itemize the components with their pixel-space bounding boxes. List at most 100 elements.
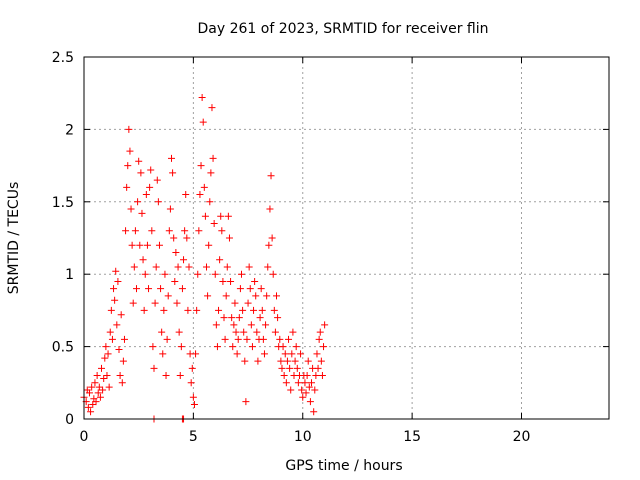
data-point bbox=[236, 285, 244, 293]
data-point bbox=[294, 379, 302, 387]
data-point bbox=[301, 379, 309, 387]
data-point bbox=[116, 372, 124, 380]
data-point bbox=[102, 343, 110, 351]
data-point bbox=[188, 364, 196, 372]
data-point bbox=[100, 374, 108, 382]
data-point bbox=[268, 234, 276, 242]
data-point bbox=[194, 270, 202, 278]
data-point bbox=[129, 299, 137, 307]
data-point bbox=[95, 383, 103, 391]
data-point bbox=[157, 285, 165, 293]
data-point bbox=[174, 263, 182, 271]
data-point bbox=[282, 379, 290, 387]
data-point bbox=[133, 285, 140, 293]
data-point bbox=[205, 241, 213, 249]
data-point bbox=[93, 372, 101, 380]
data-point bbox=[145, 285, 153, 293]
data-point bbox=[254, 357, 262, 365]
data-point bbox=[253, 328, 261, 336]
data-point bbox=[148, 227, 156, 235]
data-point bbox=[213, 343, 221, 351]
data-point bbox=[263, 292, 271, 300]
data-point bbox=[112, 267, 120, 275]
data-point bbox=[260, 350, 268, 358]
data-point bbox=[280, 372, 288, 380]
data-point bbox=[84, 403, 92, 411]
data-point bbox=[299, 393, 307, 401]
data-point bbox=[166, 205, 174, 213]
data-point bbox=[200, 183, 208, 191]
data-point bbox=[131, 227, 139, 235]
data-point bbox=[252, 292, 260, 300]
data-point bbox=[229, 343, 237, 351]
data-point bbox=[220, 314, 228, 322]
data-point bbox=[177, 343, 185, 351]
data-point bbox=[304, 357, 312, 365]
y-tick-label: 0 bbox=[65, 412, 74, 428]
data-point bbox=[287, 386, 295, 394]
data-point bbox=[135, 157, 143, 165]
data-point bbox=[289, 328, 297, 336]
data-point bbox=[224, 212, 232, 220]
data-point bbox=[241, 357, 249, 365]
data-point bbox=[259, 335, 267, 343]
y-tick-labels: 0 0.5 1 1.5 2 2.5 bbox=[52, 50, 74, 428]
grid-lines bbox=[84, 57, 609, 419]
data-point bbox=[107, 306, 115, 314]
data-point bbox=[150, 364, 158, 372]
data-point bbox=[123, 183, 131, 191]
data-point bbox=[98, 364, 105, 372]
data-point bbox=[238, 270, 245, 278]
data-point bbox=[218, 227, 226, 235]
data-point bbox=[120, 335, 128, 343]
data-point bbox=[172, 248, 180, 256]
data-point bbox=[164, 292, 172, 300]
data-point bbox=[245, 263, 253, 271]
data-point bbox=[233, 350, 241, 358]
data-point bbox=[246, 285, 254, 293]
data-point bbox=[225, 234, 233, 242]
data-point bbox=[217, 212, 225, 220]
data-point bbox=[92, 398, 100, 406]
data-point bbox=[161, 270, 169, 278]
data-point bbox=[267, 172, 275, 180]
data-point bbox=[154, 198, 162, 206]
y-tick-label: 1 bbox=[65, 267, 74, 283]
data-point bbox=[208, 104, 216, 112]
axis-ticks bbox=[83, 56, 609, 420]
y-tick-label: 2.5 bbox=[52, 50, 74, 66]
data-point bbox=[140, 306, 148, 314]
x-tick-label: 5 bbox=[189, 429, 198, 445]
x-tick-labels: 0 5 10 15 20 bbox=[80, 429, 531, 445]
data-point bbox=[313, 350, 321, 358]
data-point bbox=[114, 277, 122, 285]
data-point bbox=[192, 350, 200, 358]
data-point bbox=[163, 335, 171, 343]
data-point bbox=[187, 379, 195, 387]
data-point bbox=[137, 169, 145, 177]
data-point bbox=[96, 393, 104, 401]
data-point bbox=[197, 162, 205, 170]
data-point bbox=[159, 350, 167, 358]
data-point bbox=[247, 321, 255, 329]
data-point bbox=[302, 389, 310, 397]
data-point bbox=[248, 343, 256, 351]
data-point bbox=[180, 256, 188, 264]
data-point bbox=[286, 364, 294, 372]
data-point bbox=[160, 306, 168, 314]
data-point bbox=[142, 191, 150, 199]
data-point bbox=[170, 234, 178, 242]
data-point bbox=[88, 383, 96, 391]
data-point bbox=[149, 343, 157, 351]
data-point bbox=[99, 386, 107, 394]
data-point bbox=[108, 335, 116, 343]
data-point bbox=[119, 357, 127, 365]
data-point bbox=[234, 335, 242, 343]
data-point bbox=[184, 306, 192, 314]
data-point bbox=[320, 343, 328, 351]
data-point bbox=[278, 364, 286, 372]
data-point bbox=[165, 227, 173, 235]
x-tick-label: 15 bbox=[403, 429, 421, 445]
data-point bbox=[199, 118, 207, 126]
data-points bbox=[80, 94, 329, 423]
